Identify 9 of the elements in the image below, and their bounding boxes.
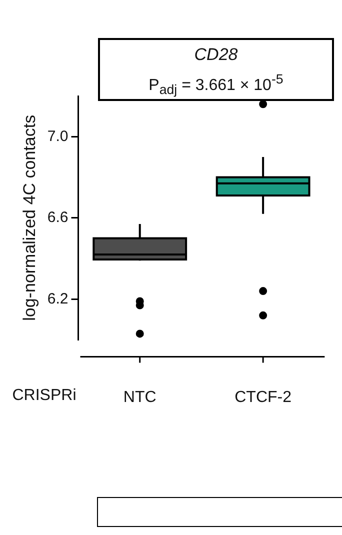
chart-title: CD28 [193, 44, 239, 66]
y-axis-title: log-normalized 4C contacts [20, 114, 39, 321]
chart-subtitle: P$_{adj}$ = 3.661 × 10$^{-5}$ [148, 72, 284, 98]
x-axis-title: CRISPRi [12, 387, 76, 404]
y-tick-label: 7.0 [47, 128, 68, 145]
y-tick-label: 6.2 [47, 290, 68, 308]
x-tick-label: NTC [123, 388, 156, 406]
x-tick-label: CTCF-2 [234, 388, 292, 406]
y-tick-label: 6.6 [47, 209, 68, 226]
